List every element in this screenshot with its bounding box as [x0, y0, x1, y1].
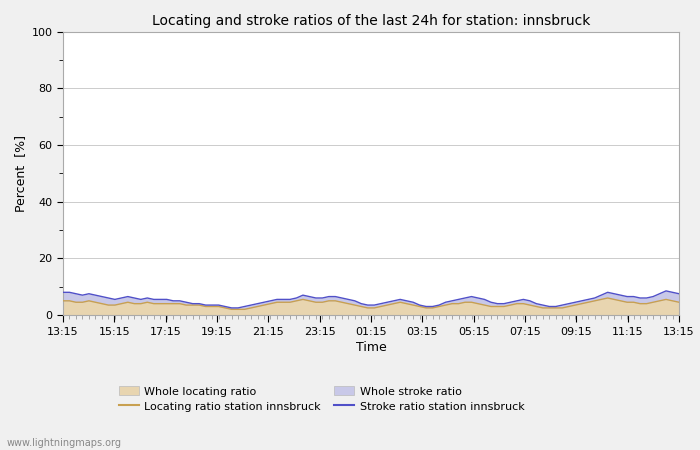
- Legend: Whole locating ratio, Locating ratio station innsbruck, Whole stroke ratio, Stro: Whole locating ratio, Locating ratio sta…: [116, 383, 528, 415]
- Text: www.lightningmaps.org: www.lightningmaps.org: [7, 438, 122, 448]
- Y-axis label: Percent  [%]: Percent [%]: [15, 135, 27, 212]
- Title: Locating and stroke ratios of the last 24h for station: innsbruck: Locating and stroke ratios of the last 2…: [152, 14, 590, 27]
- X-axis label: Time: Time: [356, 341, 386, 354]
